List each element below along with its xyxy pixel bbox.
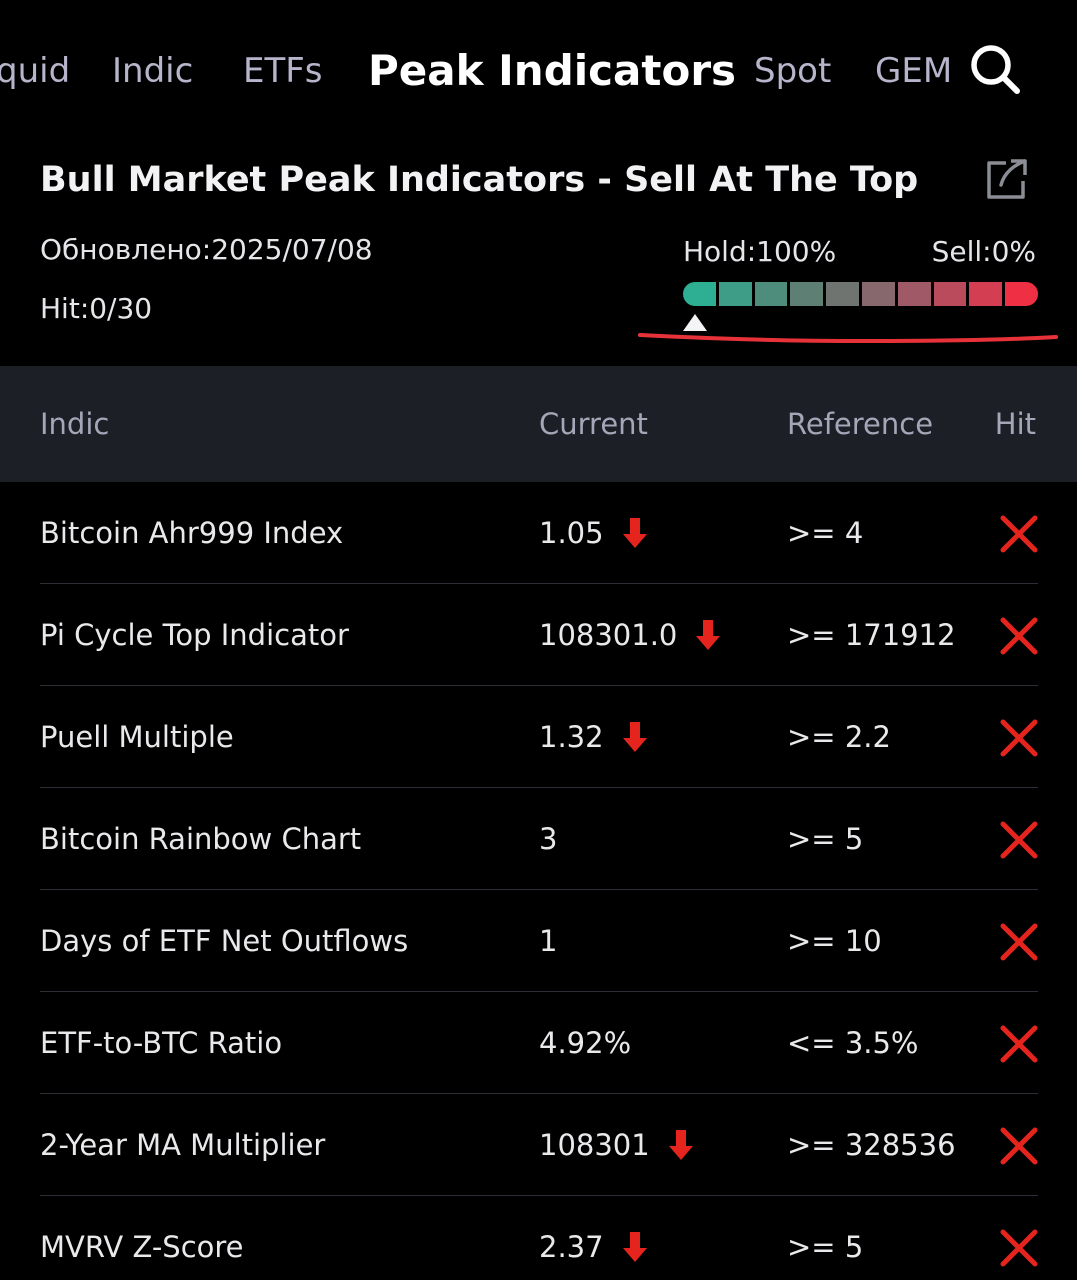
- gauge-segment: [754, 282, 788, 306]
- reference-value: >= 2.2: [787, 720, 891, 754]
- tab-etfs[interactable]: ETFs: [243, 51, 323, 91]
- hold-percentage: Hold:100%: [683, 235, 837, 268]
- gauge-segment: [826, 282, 859, 306]
- top-tab-bar: quid Indic ETFs Peak Indicators Spot GEM: [0, 0, 1077, 140]
- indicator-name: ETF-to-BTC Ratio: [40, 1026, 283, 1060]
- gauge-segment: [897, 282, 931, 306]
- gauge-segment: [969, 282, 1003, 306]
- column-header-indicator: Indic: [40, 407, 110, 441]
- indicator-name: Pi Cycle Top Indicator: [40, 618, 349, 652]
- current-value-text: 108301.0: [539, 618, 678, 652]
- table-row[interactable]: MVRV Z-Score 2.37 >= 5: [40, 1196, 1038, 1280]
- gauge-segment: [790, 282, 824, 306]
- reference-value: >= 5: [787, 822, 864, 856]
- miss-x-icon: [1000, 1127, 1038, 1165]
- current-value: 108301: [539, 1125, 694, 1165]
- miss-x-icon: [1000, 617, 1038, 655]
- current-value-text: 1: [539, 924, 558, 958]
- hit-count: Hit:0/30: [40, 292, 153, 325]
- current-value: 108301.0: [539, 615, 721, 655]
- sell-percentage: Sell:0%: [931, 235, 1036, 268]
- column-header-reference: Reference: [787, 407, 934, 441]
- tab-indicators[interactable]: Indic: [112, 51, 194, 91]
- reference-value: >= 4: [787, 516, 864, 550]
- down-arrow-icon: [622, 1232, 647, 1262]
- miss-x-icon: [1000, 923, 1038, 961]
- red-annotation-underline: [638, 333, 1058, 344]
- indicator-name: Bitcoin Rainbow Chart: [40, 822, 362, 856]
- indicator-name: Days of ETF Net Outflows: [40, 924, 409, 958]
- tab-peak-indicators[interactable]: Peak Indicators: [368, 46, 737, 95]
- reference-value: >= 10: [787, 924, 882, 958]
- tab-gem[interactable]: GEM: [875, 51, 953, 91]
- page-title: Bull Market Peak Indicators - Sell At Th…: [40, 160, 919, 200]
- tab-spot[interactable]: Spot: [754, 51, 832, 91]
- gauge-segment: [683, 282, 716, 306]
- down-arrow-icon: [696, 620, 721, 650]
- reference-value: >= 171912: [787, 618, 956, 652]
- gauge-pointer-icon: [683, 314, 707, 331]
- table-row[interactable]: Puell Multiple 1.32 >= 2.2: [40, 686, 1038, 788]
- down-arrow-icon: [622, 518, 647, 548]
- current-value: 2.37: [539, 1227, 648, 1267]
- table-row[interactable]: ETF-to-BTC Ratio 4.92% <= 3.5%: [40, 992, 1038, 1094]
- current-value-text: 108301: [539, 1128, 650, 1162]
- table-row[interactable]: Pi Cycle Top Indicator 108301.0 >= 171912: [40, 584, 1038, 686]
- down-arrow-icon: [668, 1130, 693, 1160]
- current-value-text: 2.37: [539, 1230, 604, 1264]
- reference-value: <= 3.5%: [787, 1026, 919, 1060]
- search-button[interactable]: [968, 42, 1022, 96]
- current-value: 1: [539, 921, 557, 961]
- current-value: 1.32: [539, 717, 648, 757]
- reference-value: >= 328536: [787, 1128, 956, 1162]
- tab-liquid[interactable]: quid: [0, 51, 71, 91]
- indicator-name: Puell Multiple: [40, 720, 234, 754]
- gauge-segment: [1005, 282, 1038, 306]
- gauge-segment: [718, 282, 752, 306]
- current-value: 1.05: [539, 513, 648, 553]
- current-value-text: 1.32: [539, 720, 604, 754]
- gauge-segment: [861, 282, 895, 306]
- table-header: Indic Current Reference Hit: [0, 366, 1077, 482]
- current-value-text: 3: [539, 822, 558, 856]
- miss-x-icon: [1000, 1025, 1038, 1063]
- column-header-current: Current: [539, 407, 648, 441]
- miss-x-icon: [1000, 719, 1038, 757]
- table-row[interactable]: Days of ETF Net Outflows 1 >= 10: [40, 890, 1038, 992]
- indicator-name: Bitcoin Ahr999 Index: [40, 516, 344, 550]
- share-button[interactable]: [984, 156, 1030, 202]
- indicator-name: MVRV Z-Score: [40, 1230, 244, 1264]
- search-icon: [971, 45, 1020, 94]
- current-value: 4.92%: [539, 1023, 631, 1063]
- reference-value: >= 5: [787, 1230, 864, 1264]
- updated-date: Обновлено:2025/07/08: [40, 233, 373, 266]
- table-row[interactable]: Bitcoin Ahr999 Index 1.05 >= 4: [40, 482, 1038, 584]
- indicator-table: Bitcoin Ahr999 Index 1.05 >= 4 Pi Cycle Top…: [0, 482, 1077, 1280]
- current-value-text: 4.92%: [539, 1026, 632, 1060]
- column-header-hit: Hit: [994, 407, 1036, 441]
- gauge-segment: [933, 282, 967, 306]
- down-arrow-icon: [622, 722, 647, 752]
- current-value: 3: [539, 819, 557, 859]
- miss-x-icon: [1000, 1229, 1038, 1267]
- miss-x-icon: [1000, 515, 1038, 553]
- indicator-name: 2-Year MA Multiplier: [40, 1128, 326, 1162]
- miss-x-icon: [1000, 821, 1038, 859]
- table-row[interactable]: Bitcoin Rainbow Chart 3 >= 5: [40, 788, 1038, 890]
- hold-sell-gauge: [683, 282, 1038, 306]
- table-row[interactable]: 2-Year MA Multiplier 108301 >= 328536: [40, 1094, 1038, 1196]
- current-value-text: 1.05: [539, 516, 604, 550]
- share-icon: [987, 159, 1027, 199]
